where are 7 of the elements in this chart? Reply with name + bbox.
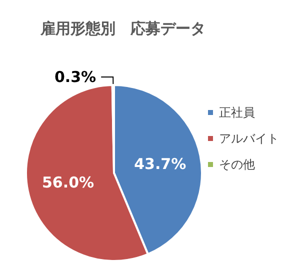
legend-label: 正社員 xyxy=(219,106,255,120)
data-label: 43.7% xyxy=(134,154,186,173)
data-label: 0.3% xyxy=(54,68,96,86)
data-label: 56.0% xyxy=(42,174,94,192)
legend-label: その他 xyxy=(219,158,255,172)
legend-label: アルバイト xyxy=(219,132,279,146)
chart-title: 雇用形態別 応募データ xyxy=(40,20,206,38)
